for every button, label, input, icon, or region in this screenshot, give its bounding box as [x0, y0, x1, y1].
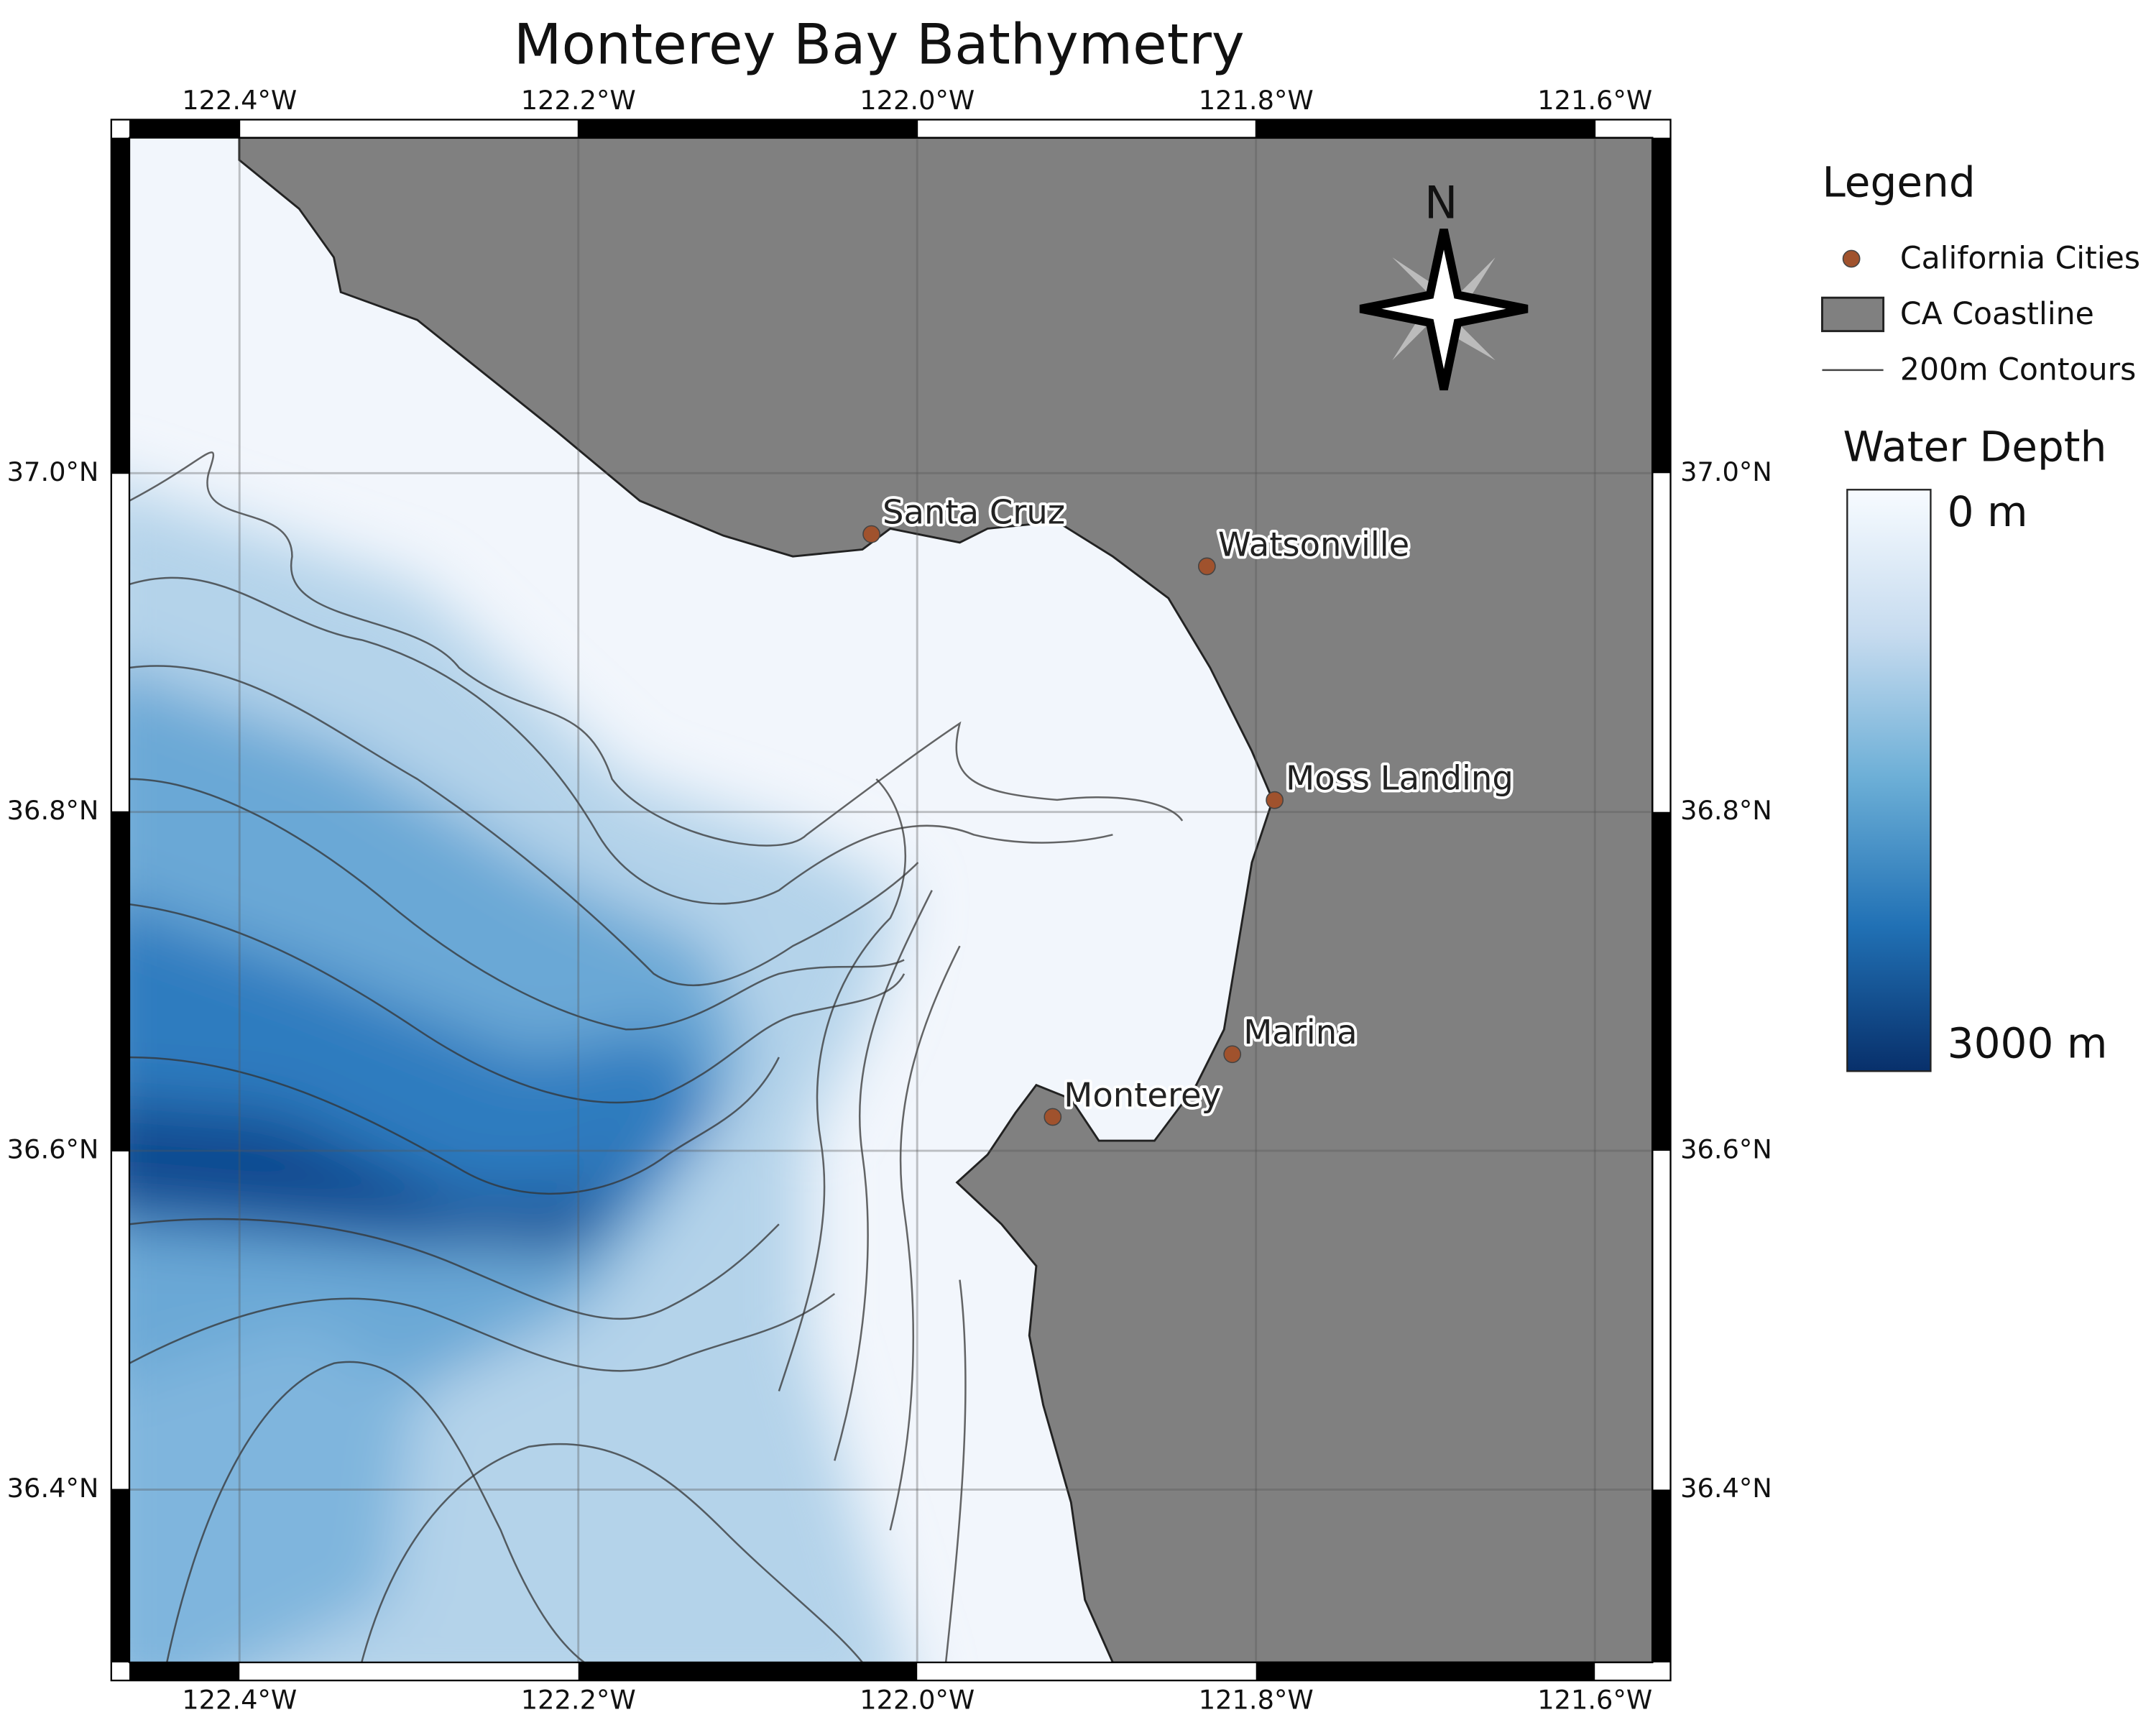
land: [238, 137, 1653, 1662]
x-tick-label: 122.0°W: [860, 1685, 975, 1716]
colorbar-title: Water Depth: [1843, 422, 2107, 471]
colorbar-label: 3000 m: [1948, 1019, 2108, 1068]
legend-item: 200m Contours: [1900, 351, 2136, 387]
legend-title: Legend: [1822, 158, 1975, 207]
frame-band: [111, 811, 129, 1151]
colorbar: Water Depth 0 m 3000 m: [1843, 422, 2108, 1072]
contours: [129, 451, 1184, 1662]
frame-band: [578, 1662, 918, 1681]
frame-band: [1256, 1662, 1595, 1681]
frame-band: [129, 119, 240, 138]
x-tick-label: 122.2°W: [521, 85, 636, 116]
x-tick-label: 121.8°W: [1199, 1685, 1314, 1716]
x-tick-label: 122.4°W: [182, 85, 297, 116]
frame-band: [1652, 811, 1671, 1151]
x-tick-label: 122.4°W: [182, 1685, 297, 1716]
city-label: Marina: [1243, 1013, 1357, 1052]
city-label: Watsonville: [1218, 525, 1409, 564]
frame: 122.4°W 122.4°W 122.2°W 122.2°W 122.0°W 122.0…: [7, 85, 1772, 1716]
colorbar-ramp: [1846, 489, 1932, 1072]
city-label: Moss Landing: [1286, 759, 1514, 798]
city-marker: [1197, 557, 1216, 576]
city-marker: [862, 525, 880, 543]
y-tick-label: 37.0°N: [7, 456, 99, 487]
city-label: Santa Cruz: [883, 493, 1065, 532]
city-label: Monterey: [1064, 1075, 1221, 1114]
legend-item: CA Coastline: [1900, 296, 2094, 332]
frame-band: [129, 1662, 240, 1681]
city-marker: [1223, 1045, 1242, 1064]
frame-band: [1652, 1489, 1671, 1662]
y-tick-label: 36.8°N: [7, 795, 99, 826]
frame-band: [1652, 137, 1671, 474]
y-tick-label: 36.4°N: [1680, 1473, 1772, 1504]
y-tick-label: 36.6°N: [7, 1134, 99, 1165]
frame-band: [111, 137, 129, 474]
y-tick-label: 36.6°N: [1680, 1134, 1772, 1165]
city-marker: [1044, 1108, 1062, 1126]
cities: Santa Cruz Watsonville Moss Landing Marina M…: [862, 490, 1516, 1126]
map-area: N: [129, 137, 1653, 1662]
y-tick-label: 36.4°N: [7, 1473, 99, 1504]
grid: [129, 137, 1653, 1662]
x-tick-label: 121.6°W: [1537, 85, 1652, 116]
compass-label: N: [1424, 178, 1457, 229]
bathymetry: [129, 488, 905, 1662]
x-tick-label: 121.6°W: [1537, 1685, 1652, 1716]
legend-item: California Cities: [1900, 240, 2140, 276]
y-tick-label: 37.0°N: [1680, 456, 1772, 487]
map-title: Monterey Bay Bathymetry: [514, 13, 1245, 78]
frame-band: [578, 119, 918, 138]
legend-city-swatch: [1842, 249, 1861, 268]
colorbar-label: 0 m: [1948, 487, 2028, 536]
legend: Legend California Cities CA Coastline 20…: [1821, 158, 2140, 387]
x-tick-label: 121.8°W: [1199, 85, 1314, 116]
frame-band: [111, 1489, 129, 1662]
frame-band: [1256, 119, 1595, 138]
city-marker: [1266, 791, 1284, 809]
legend-land-swatch: [1821, 296, 1885, 333]
x-tick-label: 122.2°W: [521, 1685, 636, 1716]
x-tick-label: 122.0°W: [860, 85, 975, 116]
y-tick-label: 36.8°N: [1680, 795, 1772, 826]
